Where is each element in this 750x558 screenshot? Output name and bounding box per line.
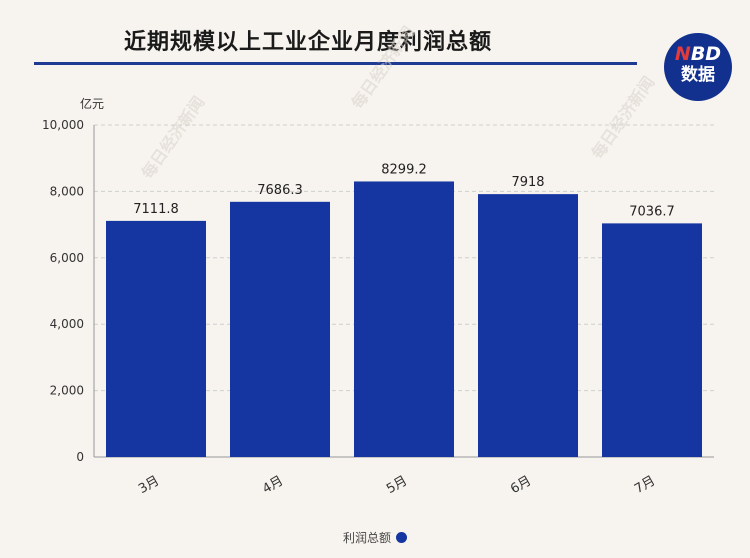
- watermark-text: 每日经济新闻: [588, 73, 659, 163]
- x-tick-label: 6月: [508, 473, 534, 497]
- y-tick-label: 10,000: [42, 118, 84, 132]
- bar: [354, 181, 454, 457]
- legend: 利润总额: [0, 529, 750, 546]
- data-label: 7918: [511, 175, 544, 190]
- data-label: 7111.8: [133, 202, 179, 217]
- y-tick-label: 2,000: [50, 384, 84, 398]
- y-tick-label: 6,000: [50, 251, 84, 265]
- title-divider: [34, 62, 637, 65]
- chart-title: 近期规模以上工业企业月度利润总额: [124, 30, 493, 55]
- logo-subtext: 数据: [681, 65, 715, 85]
- x-tick-label: 7月: [632, 473, 658, 497]
- legend-label: 利润总额: [342, 531, 391, 545]
- x-tick-label: 5月: [384, 473, 410, 497]
- nbd-logo: NBD 数据: [664, 33, 732, 101]
- watermark-text: 每日经济新闻: [138, 93, 209, 183]
- x-tick-label: 3月: [136, 473, 162, 497]
- logo-text-rest: BD: [690, 43, 722, 65]
- data-label: 7686.3: [257, 183, 303, 198]
- x-tick-label: 4月: [260, 473, 286, 497]
- bar: [478, 194, 578, 457]
- logo-accent-letter: N: [674, 43, 691, 65]
- legend-swatch-icon: [396, 532, 407, 543]
- y-tick-label: 8,000: [50, 184, 84, 198]
- y-tick-label: 4,000: [50, 317, 84, 331]
- y-axis-unit-label: 亿元: [80, 97, 105, 111]
- bar: [106, 220, 206, 457]
- data-label: 7036.7: [629, 204, 675, 219]
- bar: [602, 223, 702, 457]
- data-label: 8299.2: [381, 162, 427, 177]
- y-tick-label: 0: [76, 450, 84, 464]
- watermark-text: 每日经济新闻: [348, 23, 419, 113]
- bar: [230, 201, 330, 457]
